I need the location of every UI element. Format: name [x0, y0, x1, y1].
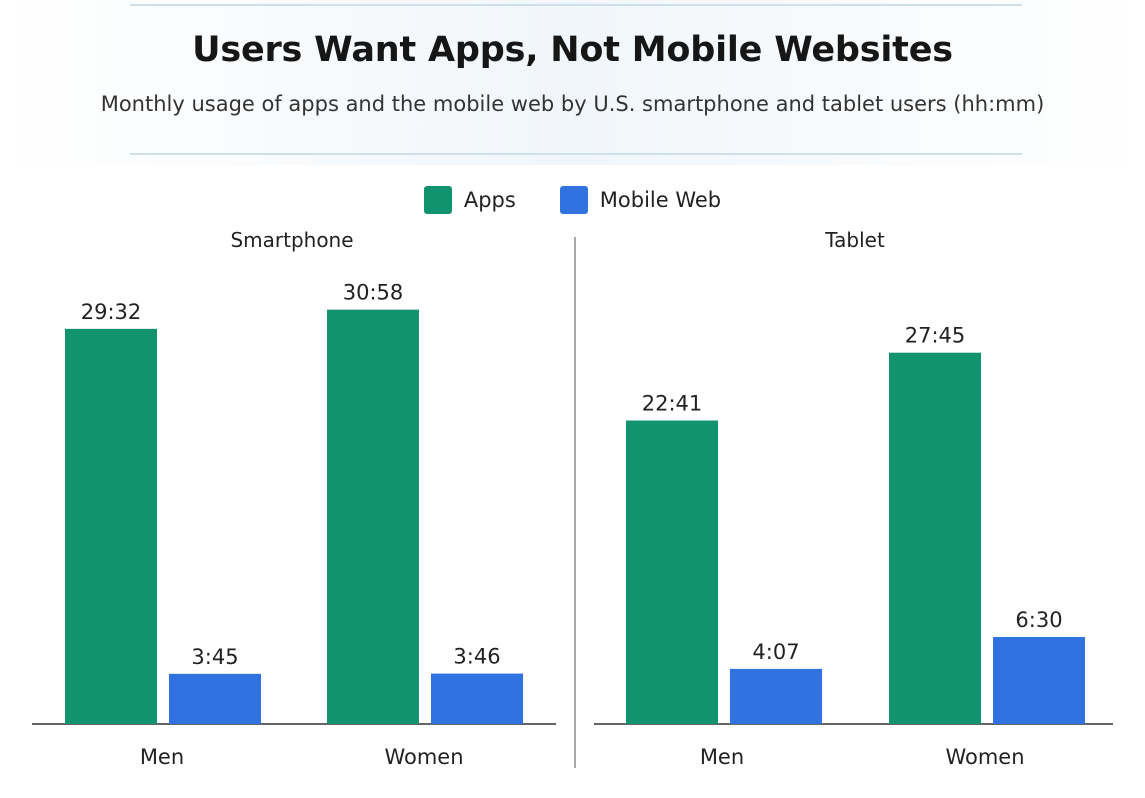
tablet-women-mobile-web-bar [993, 637, 1085, 724]
tablet-men-apps-bar [626, 420, 718, 724]
header-top-rule [130, 4, 1022, 6]
legend-item-mobile-web: Mobile Web [559, 186, 722, 214]
tablet-women-mobile-web-value-label: 6:30 [1015, 608, 1062, 632]
smartphone-women-mobile-web-bar [431, 673, 523, 724]
smartphone-women-apps-bar [327, 309, 419, 724]
smartphone-men-mobile-web-value-label: 3:45 [191, 645, 238, 669]
legend-item-apps: Apps [423, 186, 516, 214]
tablet-women-apps-value-label: 27:45 [905, 324, 966, 348]
tablet-men-apps-value-label: 22:41 [642, 392, 703, 416]
smartphone-category-label-women: Women [384, 745, 463, 769]
legend-label-apps: Apps [463, 188, 516, 212]
legend-swatch-apps [423, 186, 452, 214]
chart-legend: Apps Mobile Web [0, 186, 1145, 214]
smartphone-men-mobile-web-bar [169, 673, 261, 724]
tablet-men-mobile-web-value-label: 4:07 [752, 640, 799, 664]
smartphone-category-label-men: Men [140, 745, 184, 769]
tablet-men-mobile-web-bar [730, 668, 822, 724]
smartphone-women-apps-value-label: 30:58 [343, 281, 404, 305]
header-bottom-rule [130, 153, 1022, 155]
tablet-panel-title: Tablet [824, 228, 885, 252]
smartphone-men-apps-bar [65, 328, 157, 724]
smartphone-panel-title: Smartphone [230, 228, 353, 252]
tablet-women-apps-bar [889, 352, 981, 724]
smartphone-women-mobile-web-value-label: 3:46 [453, 645, 500, 669]
tablet-category-label-women: Women [945, 745, 1024, 769]
tablet-category-label-men: Men [700, 745, 744, 769]
chart-header: Users Want Apps, Not Mobile Websites Mon… [0, 0, 1145, 165]
legend-label-mobile-web: Mobile Web [599, 188, 722, 212]
chart-title: Users Want Apps, Not Mobile Websites [192, 30, 953, 70]
smartphone-men-apps-value-label: 29:32 [81, 300, 142, 324]
legend-swatch-mobile-web [559, 186, 588, 214]
chart-subtitle: Monthly usage of apps and the mobile web… [100, 92, 1045, 116]
